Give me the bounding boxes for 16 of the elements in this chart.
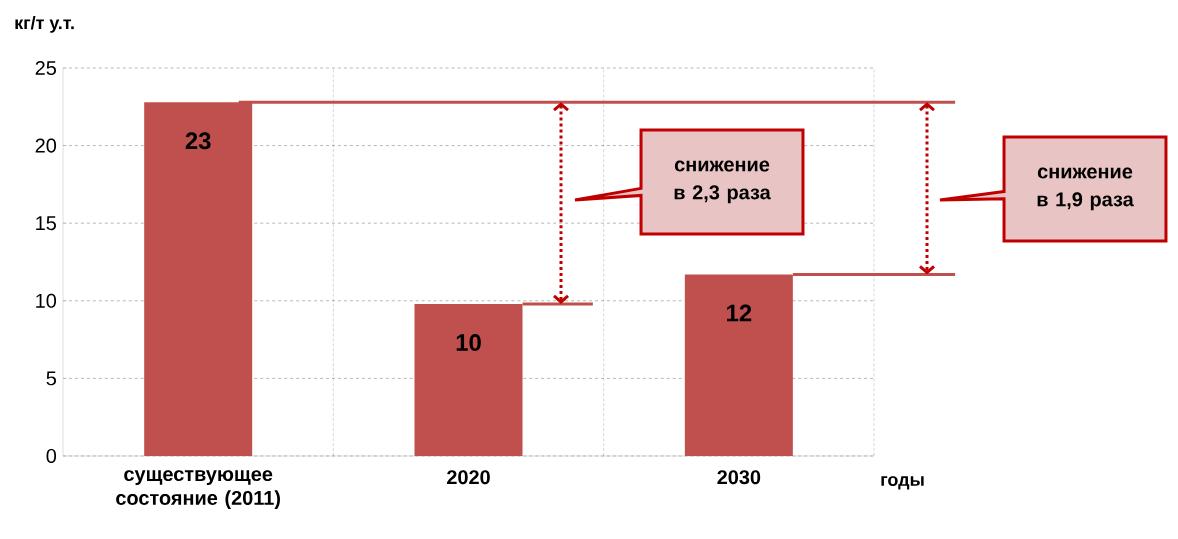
data-label: 12	[727, 304, 752, 322]
data-label: 10	[456, 334, 481, 351]
y-tick-label: 5	[46, 371, 56, 386]
x-tick-label: 2020	[447, 470, 490, 485]
annotation: снижение в 2,3 раза	[674, 160, 771, 204]
y-tick-label: 20	[35, 138, 57, 153]
y-axis-title: кг/т у.т.	[15, 16, 74, 33]
y-tick-label: 0	[46, 448, 57, 464]
text: снижение в 1,9 раза	[1037, 167, 1134, 211]
x-tick-label: 2030	[717, 470, 761, 485]
x-tick-label: существующее состояние (2011)	[116, 470, 280, 509]
y-tick-label: 10	[36, 293, 57, 308]
y-tick-label: 25	[35, 60, 56, 76]
x-axis-title: годы	[881, 476, 924, 490]
data-label: 23	[185, 132, 211, 150]
y-tick-label: 15	[36, 216, 56, 231]
